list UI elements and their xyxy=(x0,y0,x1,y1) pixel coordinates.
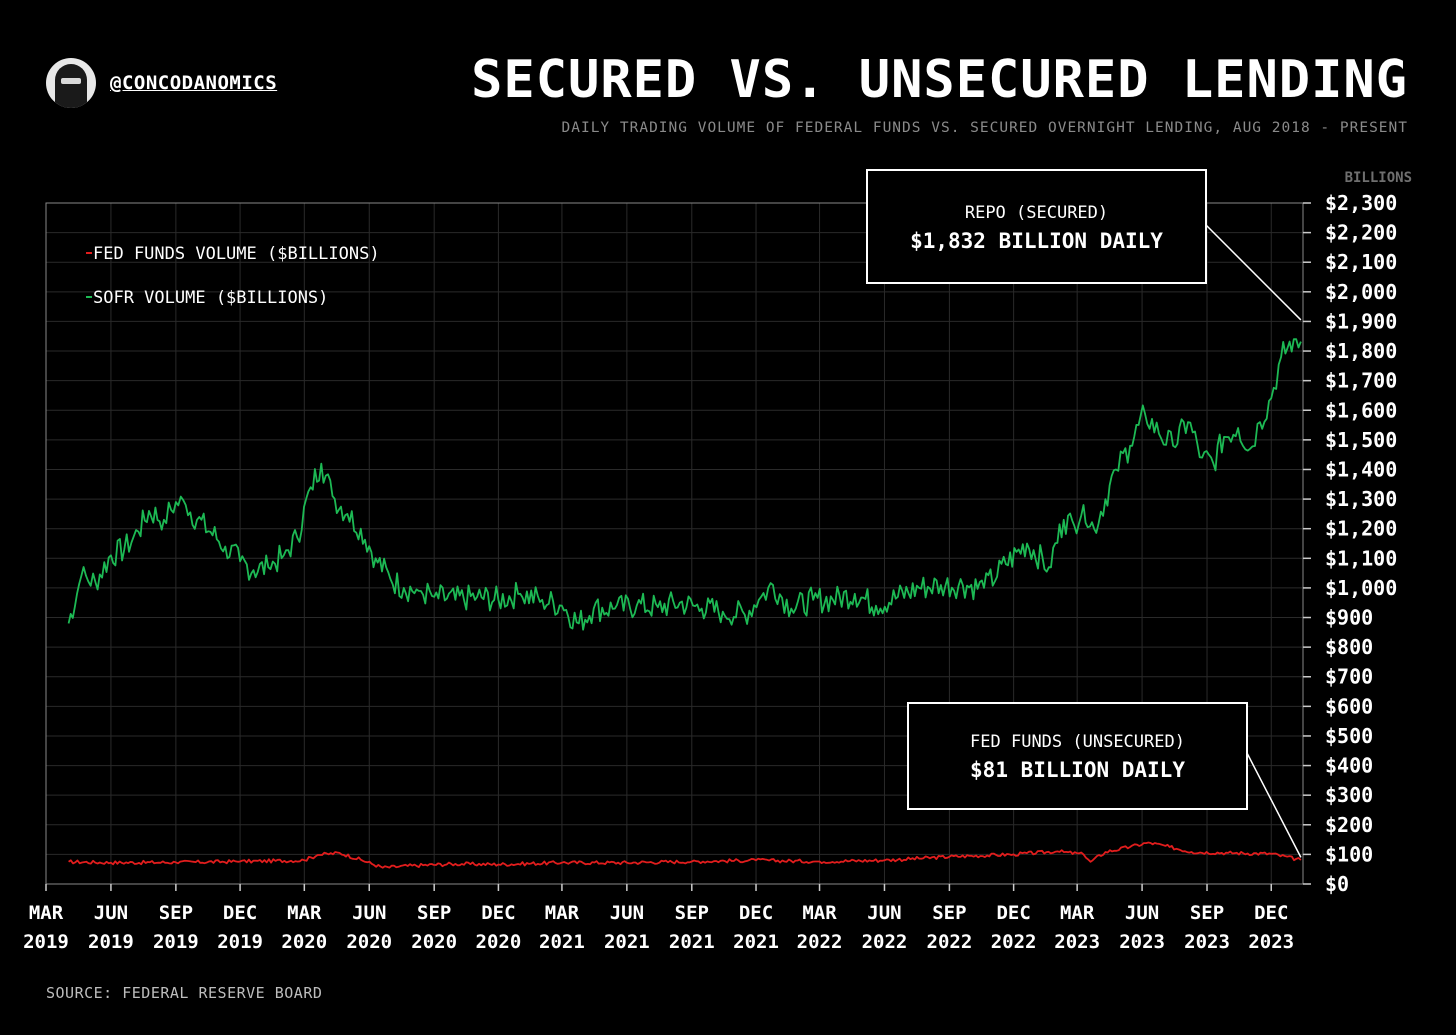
y-tick-label: $200 xyxy=(1325,813,1373,837)
x-tick-label-month: MAR xyxy=(545,902,580,924)
avatar[interactable] xyxy=(46,58,96,108)
y-tick-label: $1,600 xyxy=(1325,398,1397,422)
x-tick-label-month: DEC xyxy=(223,902,257,924)
x-tick-label-month: SEP xyxy=(1190,902,1224,924)
y-tick-label: $400 xyxy=(1325,754,1373,778)
x-tick-label-month: JUN xyxy=(352,902,386,924)
x-tick-label-month: MAR xyxy=(29,902,64,924)
y-tick-label: $2,000 xyxy=(1325,280,1397,304)
series-line-sofr[interactable] xyxy=(67,338,1302,631)
x-tick-label-year: 2023 xyxy=(1248,931,1294,953)
y-tick-label: $1,900 xyxy=(1325,309,1397,333)
x-tick-label-year: 2022 xyxy=(862,931,908,953)
y-tick-label: $1,400 xyxy=(1325,457,1397,481)
x-tick-label-month: SEP xyxy=(417,902,451,924)
x-tick-label-month: MAR xyxy=(287,902,322,924)
x-tick-label-year: 2020 xyxy=(476,931,522,953)
legend-label-fed-funds[interactable]: FED FUNDS VOLUME ($BILLIONS) xyxy=(93,244,380,264)
chart-title: SECURED VS. UNSECURED LENDING xyxy=(471,50,1408,110)
annotation-leader-line xyxy=(1246,752,1302,858)
x-tick-label-year: 2021 xyxy=(733,931,779,953)
y-tick-label: $700 xyxy=(1325,665,1373,689)
x-tick-label-year: 2019 xyxy=(153,931,199,953)
x-tick-label-year: 2022 xyxy=(991,931,1037,953)
y-tick-label: $1,200 xyxy=(1325,517,1397,541)
annotation-box xyxy=(866,169,1207,284)
x-tick-label-month: JUN xyxy=(867,902,901,924)
y-axis-title: BILLIONS xyxy=(1345,170,1412,186)
y-tick-label: $1,700 xyxy=(1325,369,1397,393)
y-tick-label: $300 xyxy=(1325,783,1373,807)
brand: @CONCODANOMICS xyxy=(46,58,277,108)
x-tick-label-month: JUN xyxy=(610,902,644,924)
plot-frame xyxy=(45,202,1304,885)
y-tick-label: $0 xyxy=(1325,872,1349,896)
x-tick-label-month: SEP xyxy=(932,902,966,924)
y-tick-label: $500 xyxy=(1325,724,1373,748)
x-tick-label-month: DEC xyxy=(739,902,773,924)
y-tick-label: $900 xyxy=(1325,606,1373,630)
x-tick-label-year: 2020 xyxy=(281,931,327,953)
x-tick-label-month: DEC xyxy=(481,902,515,924)
x-tick-label-month: SEP xyxy=(675,902,709,924)
x-tick-label-month: JUN xyxy=(94,902,128,924)
y-tick-label: $100 xyxy=(1325,842,1373,866)
y-tick-label: $800 xyxy=(1325,635,1373,659)
x-tick-label-year: 2023 xyxy=(1184,931,1230,953)
x-tick-label-year: 2019 xyxy=(88,931,134,953)
y-tick-label: $1,800 xyxy=(1325,339,1397,363)
x-tick-label-month: MAR xyxy=(802,902,837,924)
y-tick-label: $1,300 xyxy=(1325,487,1397,511)
x-tick-label-month: JUN xyxy=(1125,902,1159,924)
x-tick-label-year: 2022 xyxy=(797,931,843,953)
avatar-hood xyxy=(55,64,87,108)
y-tick-label: $2,300 xyxy=(1325,191,1397,215)
x-tick-label-month: MAR xyxy=(1060,902,1095,924)
x-tick-label-month: DEC xyxy=(996,902,1030,924)
x-tick-label-year: 2022 xyxy=(927,931,973,953)
y-tick-label: $2,100 xyxy=(1325,250,1397,274)
annotation-box xyxy=(907,702,1248,810)
annotation-leader-line xyxy=(1205,224,1302,321)
x-tick-label-year: 2023 xyxy=(1054,931,1100,953)
x-tick-label-year: 2023 xyxy=(1119,931,1165,953)
annotation-value: $81 BILLION DAILY xyxy=(970,758,1185,782)
x-tick-label-year: 2020 xyxy=(346,931,392,953)
y-tick-label: $1,100 xyxy=(1325,546,1397,570)
legend-label-sofr[interactable]: SOFR VOLUME ($BILLIONS) xyxy=(93,288,328,308)
series-line-fed-funds[interactable] xyxy=(68,841,1302,869)
x-tick-label-month: DEC xyxy=(1254,902,1288,924)
x-tick-label-month: SEP xyxy=(159,902,193,924)
y-tick-label: $2,200 xyxy=(1325,221,1397,245)
x-tick-label-year: 2019 xyxy=(23,931,69,953)
x-tick-label-year: 2021 xyxy=(604,931,650,953)
y-tick-label: $1,500 xyxy=(1325,428,1397,452)
annotation-label: FED FUNDS (UNSECURED) xyxy=(970,732,1185,752)
x-tick-label-year: 2021 xyxy=(539,931,585,953)
author-handle-link[interactable]: @CONCODANOMICS xyxy=(110,72,278,94)
x-tick-label-year: 2021 xyxy=(669,931,715,953)
x-tick-label-year: 2020 xyxy=(411,931,457,953)
annotation-label: REPO (SECURED) xyxy=(965,203,1108,223)
y-tick-label: $1,000 xyxy=(1325,576,1397,600)
chart-subtitle: DAILY TRADING VOLUME OF FEDERAL FUNDS VS… xyxy=(561,120,1408,136)
x-tick-label-year: 2019 xyxy=(217,931,263,953)
annotation-value: $1,832 BILLION DAILY xyxy=(910,229,1163,253)
avatar-eyes xyxy=(61,78,81,84)
source-note: SOURCE: FEDERAL RESERVE BOARD xyxy=(46,984,323,1002)
y-tick-label: $600 xyxy=(1325,694,1373,718)
